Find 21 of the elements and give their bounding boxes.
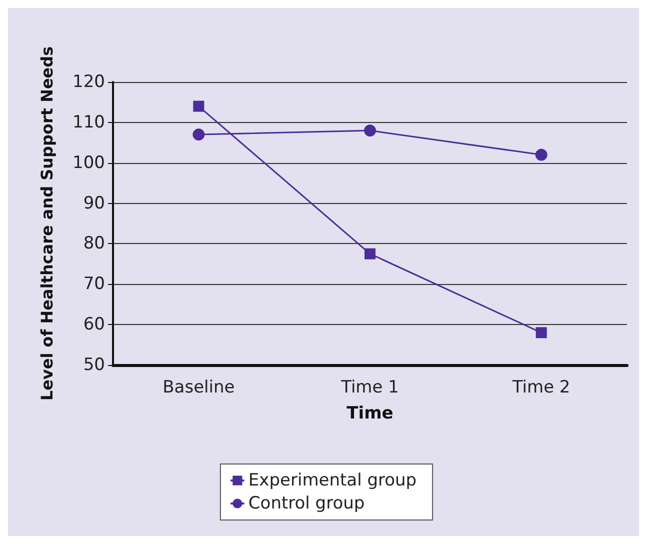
y-axis-title: Level of Healthcare and Support Needs	[38, 46, 56, 401]
point	[192, 128, 205, 141]
point	[536, 327, 547, 338]
x-tick-label: Time 2	[511, 378, 570, 398]
legend-label: Control group	[248, 494, 365, 514]
point	[535, 148, 548, 161]
y-tick-label: 100	[72, 152, 105, 173]
point	[193, 100, 204, 112]
y-tick-label: 50	[83, 355, 105, 375]
y-tick-label: 110	[72, 112, 105, 132]
x-tick-label: Time 1	[340, 378, 399, 398]
point	[364, 124, 376, 137]
y-tick-label: 70	[83, 274, 105, 294]
y-tick-label: 80	[83, 234, 105, 254]
y-tick-label: 60	[83, 314, 105, 335]
y-tick-label: 120	[72, 72, 105, 92]
x-axis-title: Time	[346, 404, 394, 424]
legend-label: Experimental group	[248, 470, 417, 490]
y-tick-label: 90	[83, 193, 105, 214]
point	[364, 248, 376, 260]
x-tick-label: Baseline	[162, 378, 235, 398]
